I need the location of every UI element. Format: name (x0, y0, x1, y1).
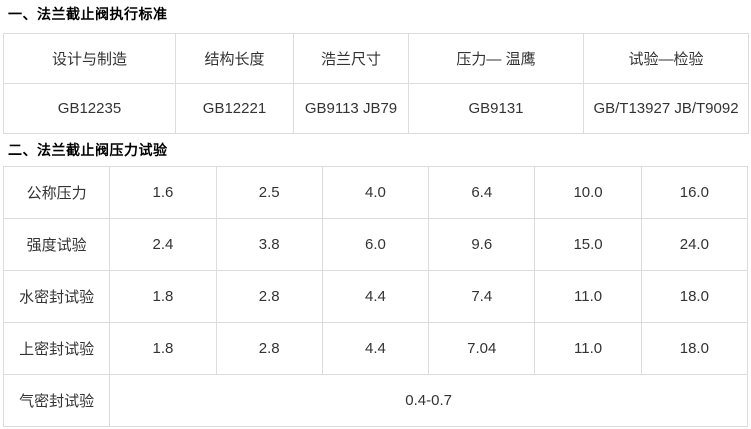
value-cell: 6.0 (321, 218, 430, 271)
value-cell: 10.0 (534, 166, 642, 219)
value-cell: 18.0 (640, 270, 749, 323)
table-row: 强度试验 2.4 3.8 6.0 9.6 15.0 24.0 (2, 218, 749, 271)
value-cell: 11.0 (534, 322, 642, 375)
table-row: 气密封试验 0.4-0.7 (2, 374, 748, 427)
table-row: 水密封试验 1.8 2.8 4.4 7.4 11.0 18.0 (2, 270, 749, 323)
value-cell: 2.8 (215, 270, 323, 323)
value-cell: 2.8 (215, 322, 323, 375)
header-cell: 结构长度 (175, 33, 294, 84)
section2-title: 二、法兰截止阀压力试验 (8, 142, 168, 158)
value-cell: GB9113 JB79 (293, 83, 409, 134)
row-label-cell: 气密封试验 (2, 374, 111, 427)
value-cell: 2.5 (215, 166, 323, 219)
table-row: 公称压力 1.6 2.5 4.0 6.4 10.0 16.0 (2, 166, 749, 219)
value-cell: GB9131 (408, 83, 584, 134)
row-label-cell: 上密封试验 (2, 322, 111, 375)
value-cell: 7.04 (428, 322, 536, 375)
value-cell: 1.8 (109, 322, 217, 375)
value-cell: GB/T13927 JB/T9092 (583, 83, 749, 134)
row-label-cell: 水密封试验 (2, 270, 111, 323)
section1-title: 一、法兰截止阀执行标准 (8, 6, 168, 22)
header-cell: 浩兰尺寸 (293, 33, 409, 84)
value-cell: 3.8 (215, 218, 323, 271)
value-cell: 7.4 (428, 270, 536, 323)
row-label-cell: 强度试验 (2, 218, 111, 271)
value-cell: GB12221 (175, 83, 294, 134)
value-cell: 4.4 (321, 270, 430, 323)
value-cell: 4.4 (321, 322, 430, 375)
standards-header-row: 设计与制造 结构长度 浩兰尺寸 压力— 温鹰 试验—检验 (3, 33, 749, 84)
value-cell: 4.0 (321, 166, 430, 219)
header-cell: 压力— 温鹰 (408, 33, 584, 84)
value-cell: 2.4 (109, 218, 217, 271)
header-cell: 试验—检验 (583, 33, 749, 84)
row-label-cell: 公称压力 (2, 166, 111, 219)
value-cell: 24.0 (640, 218, 749, 271)
value-cell: 16.0 (640, 166, 749, 219)
table-row: 上密封试验 1.8 2.8 4.4 7.04 11.0 18.0 (2, 322, 749, 375)
value-cell: 1.8 (109, 270, 217, 323)
value-cell: GB12235 (3, 83, 176, 134)
standards-table: 设计与制造 结构长度 浩兰尺寸 压力— 温鹰 试验—检验 GB12235 GB1… (3, 33, 749, 134)
pressure-test-table: 公称压力 1.6 2.5 4.0 6.4 10.0 16.0 强度试验 2.4 … (2, 166, 749, 427)
standards-value-row: GB12235 GB12221 GB9113 JB79 GB9131 GB/T1… (3, 83, 749, 134)
value-cell: 11.0 (534, 270, 642, 323)
value-cell: 6.4 (428, 166, 536, 219)
header-cell: 设计与制造 (3, 33, 176, 84)
value-cell: 9.6 (428, 218, 536, 271)
value-cell: 1.6 (109, 166, 217, 219)
value-cell: 15.0 (534, 218, 642, 271)
value-cell: 18.0 (640, 322, 749, 375)
span-value-cell: 0.4-0.7 (109, 374, 748, 427)
